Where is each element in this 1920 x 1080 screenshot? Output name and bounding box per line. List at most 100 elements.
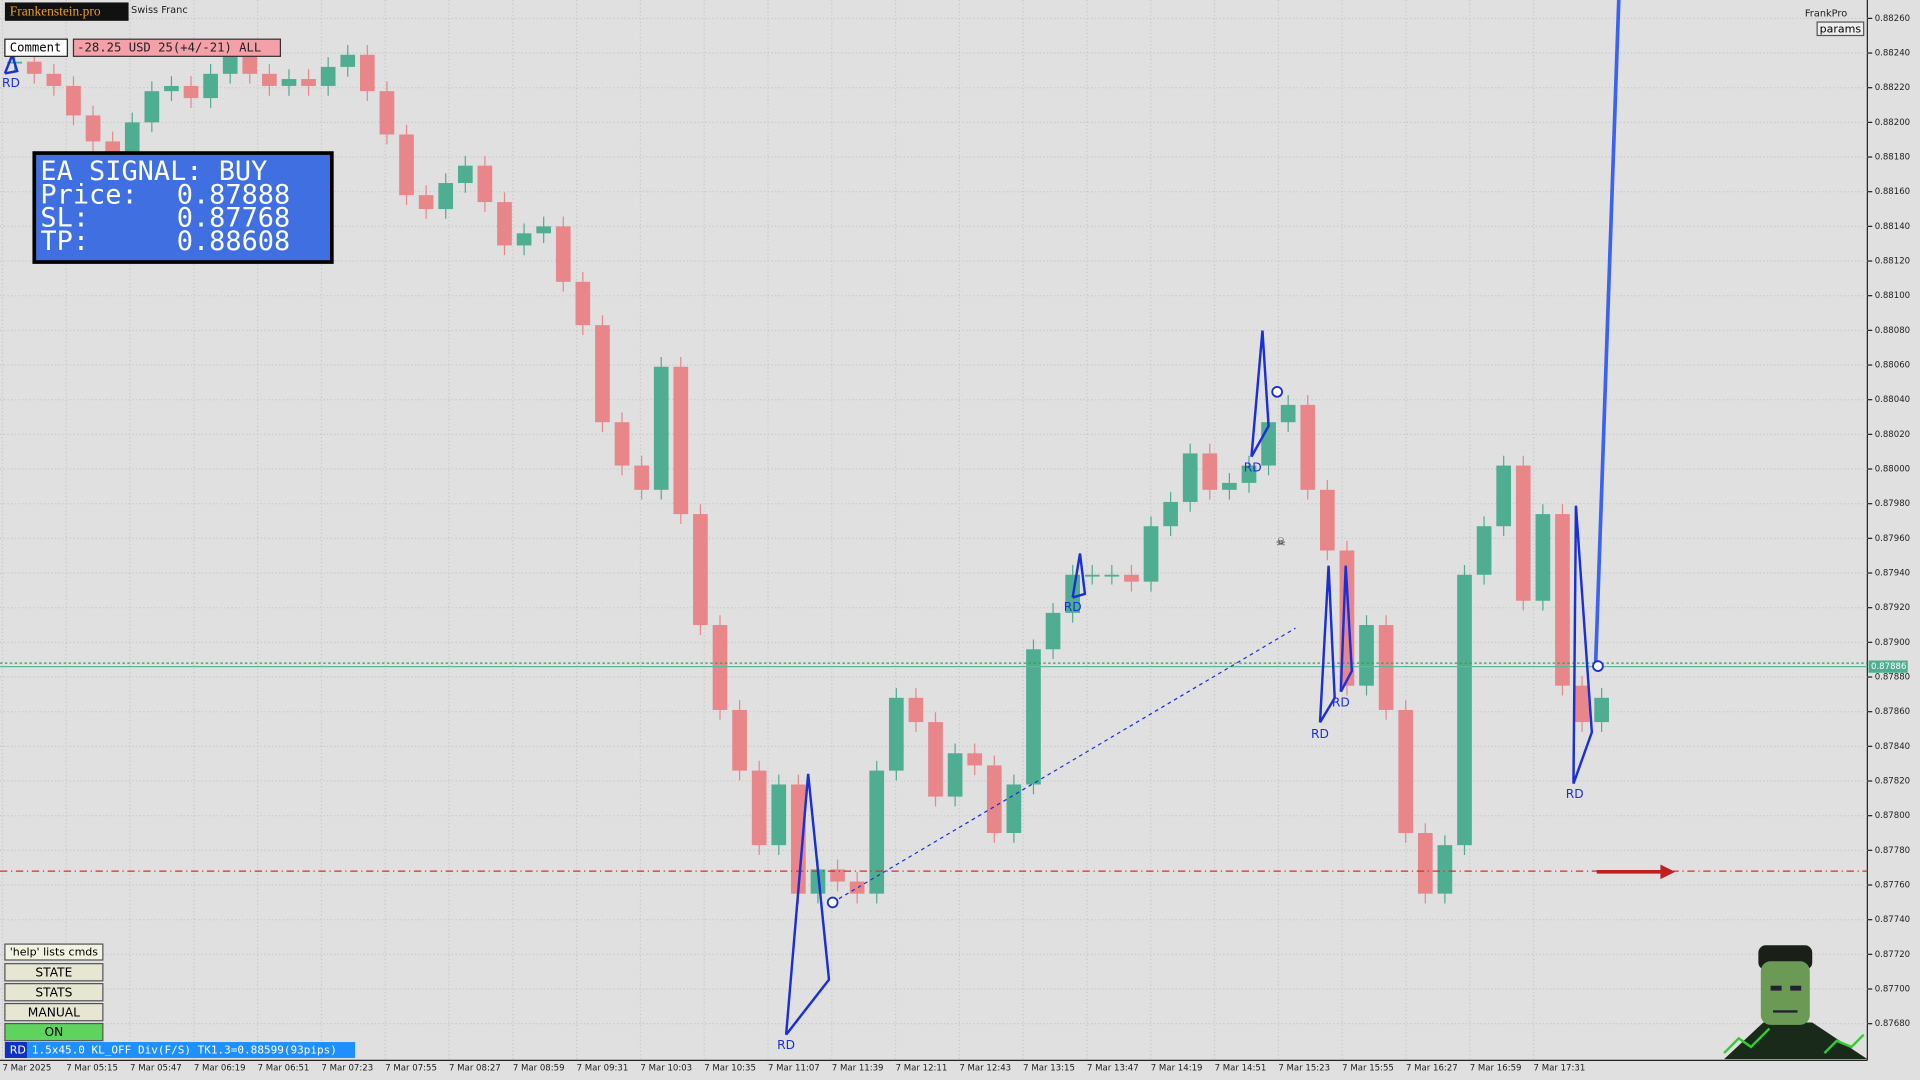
candle: [1300, 404, 1316, 490]
candle: [1182, 453, 1198, 502]
price-tick-label: 0.88020: [1875, 430, 1910, 440]
skull-icon: ☠: [1276, 535, 1286, 548]
control-button-label[interactable]: STATS: [35, 985, 72, 999]
sl-arrow-head: [1660, 864, 1676, 880]
control-button[interactable]: [4, 1022, 104, 1042]
candle: [1476, 526, 1492, 575]
time-label: 7 Mar 14:51: [1215, 1063, 1267, 1073]
candle: [379, 91, 395, 135]
pattern: [784, 773, 831, 1036]
candle: [46, 73, 62, 86]
time-label: 7 Mar 16:27: [1406, 1063, 1458, 1073]
control-button[interactable]: [4, 1002, 104, 1022]
pattern-label: RD: [1244, 460, 1262, 474]
help-box: [4, 943, 104, 961]
entry-marker: [826, 896, 839, 909]
params-label[interactable]: params: [1820, 22, 1862, 35]
pattern: [1572, 505, 1594, 785]
candle: [947, 753, 963, 797]
time-label: 7 Mar 15:55: [1342, 1063, 1394, 1073]
price-tick-label: 0.87920: [1875, 603, 1910, 613]
price-tick-label: 0.88000: [1875, 465, 1910, 475]
candle: [497, 202, 512, 246]
candle: [712, 625, 728, 710]
candle: [26, 61, 42, 74]
help-text: 'help' lists cmds: [10, 946, 99, 959]
candle: [928, 722, 943, 797]
mascot-spark: [1823, 1033, 1865, 1054]
signal-value: 0.87768: [177, 203, 290, 234]
candle: [340, 54, 356, 67]
comment-label[interactable]: Comment: [10, 40, 62, 54]
price-tick-label: 0.88140: [1875, 222, 1910, 232]
entry-marker: [1271, 386, 1283, 398]
candle: [1574, 685, 1590, 723]
time-label: 7 Mar 13:47: [1087, 1063, 1139, 1073]
price-tick-label: 0.88220: [1875, 83, 1910, 93]
mascot-eye: [1770, 985, 1782, 991]
mascot-body: [1724, 1022, 1868, 1060]
time-label: 7 Mar 11:07: [768, 1063, 820, 1073]
candle: [536, 226, 552, 234]
price-tick-label: 0.87780: [1875, 846, 1910, 856]
candle: [849, 881, 865, 894]
status-tag: RD: [10, 1044, 26, 1057]
mascot-eye: [1790, 985, 1802, 991]
time-label: 7 Mar 07:23: [321, 1063, 373, 1073]
price-tick-label: 0.88260: [1875, 14, 1910, 24]
candle: [653, 366, 669, 490]
user: FrankPro: [1805, 8, 1847, 19]
pattern: [1339, 565, 1354, 693]
control-button-label[interactable]: STATE: [35, 965, 72, 979]
control-button[interactable]: [4, 963, 104, 982]
price-tick-label: 0.87980: [1875, 499, 1910, 509]
price-tick-label: 0.88040: [1875, 395, 1910, 405]
projection-line: [1593, 0, 1621, 668]
signal-label: Price:: [40, 179, 137, 210]
price-tick-label: 0.88180: [1875, 153, 1910, 163]
candle: [634, 465, 649, 490]
controls: STATE STATS MANUAL ON: [4, 963, 104, 1042]
pattern-label: RD: [1566, 787, 1584, 801]
candle: [1594, 697, 1609, 723]
candle: [85, 115, 101, 142]
brand-box: [4, 2, 129, 21]
signal-box: [32, 151, 334, 264]
price-tick-label: 0.87800: [1875, 811, 1910, 821]
price-tick-label: 0.87760: [1875, 881, 1910, 891]
candle: [1026, 649, 1041, 785]
candle: [1359, 625, 1374, 686]
candle: [1535, 514, 1551, 601]
candle: [1320, 489, 1335, 551]
candle: [751, 770, 767, 846]
control-button-label[interactable]: ON: [44, 1025, 63, 1039]
candle: [869, 770, 885, 894]
candle: [1143, 526, 1159, 582]
signal-link: [832, 627, 1296, 903]
control-button-label[interactable]: MANUAL: [28, 1005, 80, 1019]
candle: [1241, 465, 1257, 483]
control-button[interactable]: [4, 983, 104, 1002]
price-tick-label: 0.88200: [1875, 118, 1910, 128]
price-tick-label: 0.87860: [1875, 707, 1910, 717]
pattern-labels: RD RD RD RD RD RD RD: [2, 76, 1584, 1052]
account-status: -28.25 USD 25(+4/-21) ALL: [77, 40, 261, 54]
price-tick-label: 0.87880: [1875, 673, 1910, 683]
symbol: Swiss Franc: [131, 5, 188, 16]
candle: [614, 422, 630, 466]
signal-label: SL:: [40, 203, 89, 234]
comment-button[interactable]: [4, 38, 68, 57]
status-bar: [4, 1042, 356, 1058]
candle: [360, 54, 375, 92]
candle: [1398, 709, 1414, 834]
candle: [203, 73, 218, 99]
candle: [516, 233, 532, 246]
params-button[interactable]: [1816, 21, 1865, 37]
patterns: [3, 51, 1594, 1036]
candle: [595, 325, 610, 423]
time-label: 7 Mar 12:43: [959, 1063, 1011, 1073]
candle: [438, 183, 454, 210]
status-tag-box: [4, 1042, 27, 1058]
price-tick-label: 0.87680: [1875, 1019, 1910, 1029]
candle: [986, 765, 1002, 834]
